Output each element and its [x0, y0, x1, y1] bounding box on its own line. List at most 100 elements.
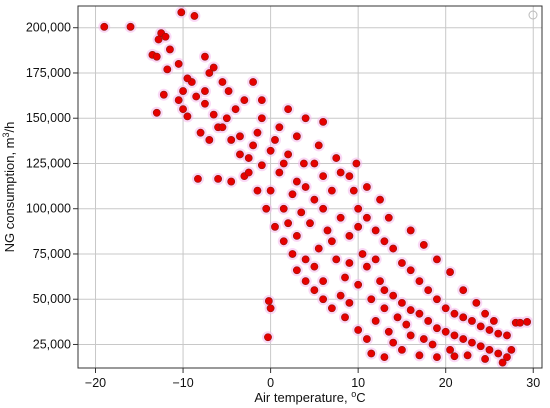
data-point: [503, 331, 511, 340]
data-point: [279, 159, 288, 168]
x-axis-ticks: −20 −10 0 10 20 30: [85, 368, 540, 390]
data-point: [257, 96, 266, 105]
data-point: [345, 298, 354, 307]
data-point: [205, 136, 214, 144]
data-point: [398, 259, 406, 267]
data-point: [367, 349, 376, 358]
data-point: [476, 322, 485, 331]
data-point: [485, 326, 494, 334]
data-point: [446, 268, 454, 276]
data-point: [354, 222, 363, 231]
data-point: [266, 146, 275, 155]
data-point: [319, 172, 328, 181]
data-point: [310, 159, 319, 168]
data-point: [419, 241, 428, 249]
data-point: [398, 345, 406, 354]
data-point: [310, 286, 319, 295]
data-point: [363, 335, 371, 343]
data-point: [406, 306, 415, 314]
data-point: [264, 333, 272, 342]
data-point: [301, 114, 310, 123]
data-point: [433, 295, 441, 304]
data-point: [319, 295, 328, 304]
data-point: [380, 286, 389, 295]
data-point: [494, 329, 503, 338]
data-point: [336, 291, 345, 300]
data-point: [209, 110, 218, 119]
data-point: [205, 69, 214, 77]
data-point: [463, 351, 472, 360]
data-point: [126, 22, 135, 31]
data-point: [441, 304, 450, 313]
data-point: [301, 183, 310, 191]
data-point: [371, 317, 380, 325]
data-point: [341, 313, 349, 322]
data-point: [516, 318, 525, 327]
data-point: [218, 78, 227, 86]
data-point: [201, 52, 209, 61]
data-point: [446, 345, 454, 354]
data-point: [459, 286, 468, 295]
data-point: [192, 92, 201, 101]
data-point: [349, 186, 358, 195]
data-point: [161, 32, 170, 41]
data-point: [244, 154, 253, 162]
data-point: [266, 186, 275, 195]
data-point: [314, 141, 323, 150]
data-point: [336, 168, 345, 177]
data-point: [376, 277, 384, 286]
data-points: [98, 6, 534, 369]
data-point: [468, 317, 476, 325]
legend-marker-icon: [528, 10, 538, 20]
data-point: [472, 298, 481, 307]
data-point: [166, 45, 174, 54]
data-point: [319, 277, 328, 286]
data-point: [306, 219, 314, 228]
data-point: [179, 105, 187, 114]
data-point: [284, 150, 293, 159]
data-point: [406, 266, 415, 275]
data-point: [485, 345, 494, 354]
data-point: [279, 237, 288, 246]
x-tick-label: 10: [351, 376, 365, 390]
data-point: [179, 87, 187, 95]
data-point: [292, 266, 301, 275]
data-point: [363, 183, 371, 191]
data-point: [507, 345, 516, 354]
data-point: [323, 226, 332, 235]
data-point: [389, 291, 398, 300]
data-point: [163, 65, 172, 74]
data-point: [332, 154, 341, 162]
x-tick-label: −20: [85, 376, 106, 390]
data-point: [284, 105, 293, 114]
data-point: [310, 195, 319, 204]
y-axis-ticks: 25,000 50,000 75,000 100,000 125,000 150,000 1…: [26, 21, 78, 351]
data-point: [468, 338, 476, 347]
data-point: [292, 177, 301, 186]
data-point: [100, 22, 109, 31]
data-point: [152, 52, 161, 61]
data-point: [415, 351, 424, 360]
data-point: [266, 304, 275, 313]
data-point: [327, 304, 336, 313]
data-point: [424, 286, 433, 295]
data-point: [433, 324, 441, 333]
data-point: [218, 123, 227, 132]
data-point: [358, 250, 367, 258]
y-tick-label: 150,000: [26, 111, 71, 125]
data-point: [450, 352, 459, 361]
data-point: [380, 237, 389, 246]
data-point: [201, 99, 209, 108]
x-tick-label: 0: [267, 376, 274, 390]
data-point: [227, 177, 236, 186]
data-point: [494, 349, 503, 358]
data-point: [433, 255, 441, 264]
data-point: [257, 114, 266, 123]
data-point: [503, 353, 511, 362]
data-point: [196, 128, 205, 137]
data-point: [159, 90, 168, 99]
data-point: [214, 174, 222, 183]
data-point: [406, 226, 415, 235]
data-point: [367, 295, 376, 304]
data-point: [152, 108, 161, 117]
